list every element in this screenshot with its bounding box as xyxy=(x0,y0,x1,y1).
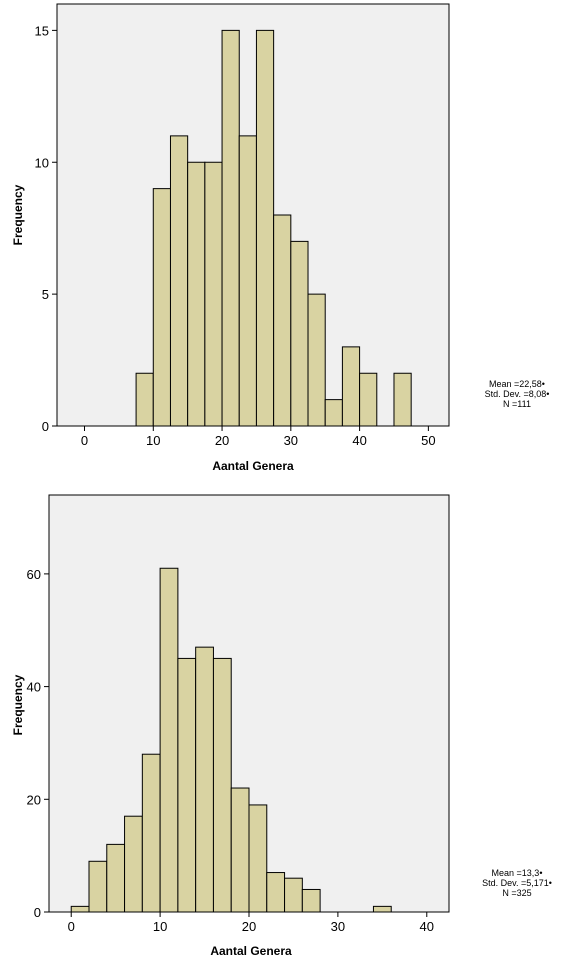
x-tick-label: 20 xyxy=(215,433,229,448)
y-ticks-1: 0 5 10 15 xyxy=(35,23,57,434)
histogram-bar xyxy=(290,240,309,427)
histogram-bar xyxy=(159,567,179,913)
x-ticks-1: 0 10 20 30 40 50 xyxy=(81,426,436,448)
histogram-2: 0 10 20 30 40 0 20 40 60 Aantal Genera Frequenc… xyxy=(11,494,552,958)
y-tick-label: 0 xyxy=(42,419,49,434)
histogram-bar xyxy=(135,372,154,427)
histogram-bar xyxy=(212,657,232,913)
y-tick-label: 10 xyxy=(35,155,49,170)
histogram-1: 0 10 20 30 40 50 0 5 10 15 Aantal Genera Frequen… xyxy=(11,3,550,473)
x-ticks-2: 0 10 20 30 40 xyxy=(68,912,434,934)
histogram-bar xyxy=(372,905,392,913)
stats-box-2: Mean =13,3• Std. Dev. =5,171• N =325 xyxy=(482,868,552,898)
stats-n-2: N =325 xyxy=(502,888,531,898)
stats-mean-2: Mean =13,3• xyxy=(492,868,543,878)
histogram-bar xyxy=(284,877,303,913)
y-tick-label: 15 xyxy=(35,23,49,38)
y-tick-label: 20 xyxy=(27,792,41,807)
y-tick-label: 0 xyxy=(34,905,41,920)
histogram-bar xyxy=(324,399,343,427)
histogram-bar xyxy=(141,753,161,913)
y-tick-label: 60 xyxy=(27,567,41,582)
histogram-bar xyxy=(88,860,108,913)
histogram-bar xyxy=(248,804,268,913)
histogram-bar xyxy=(238,135,257,427)
x-tick-label: 10 xyxy=(153,919,167,934)
histogram-bar xyxy=(152,188,171,427)
bars-1 xyxy=(135,29,412,427)
histogram-bar xyxy=(187,161,206,427)
x-tick-label: 30 xyxy=(284,433,298,448)
histogram-bar xyxy=(273,214,292,427)
y-axis-title-2: Frequency xyxy=(11,674,25,735)
y-tick-label: 40 xyxy=(27,680,41,695)
histogram-bar xyxy=(195,646,214,913)
x-axis-title-2: Aantal Genera xyxy=(210,944,292,958)
histogram-bar xyxy=(301,888,321,913)
x-tick-label: 0 xyxy=(68,919,75,934)
y-ticks-2: 0 20 40 60 xyxy=(27,567,49,920)
stats-n-1: N =111 xyxy=(503,399,531,409)
x-tick-label: 10 xyxy=(146,433,160,448)
histogram-bar xyxy=(221,29,240,427)
bars-2 xyxy=(70,567,392,913)
histogram-bar xyxy=(177,657,197,913)
x-tick-label: 20 xyxy=(242,919,256,934)
histogram-bar xyxy=(393,372,412,427)
histogram-bar xyxy=(307,293,326,427)
histogram-bar xyxy=(70,905,90,913)
histogram-bar xyxy=(204,161,223,427)
x-tick-label: 0 xyxy=(81,433,88,448)
x-tick-label: 50 xyxy=(421,433,435,448)
x-axis-title-1: Aantal Genera xyxy=(212,459,294,473)
y-tick-label: 5 xyxy=(42,287,49,302)
histogram-bar xyxy=(341,346,361,427)
x-tick-label: 40 xyxy=(352,433,366,448)
stats-mean-1: Mean =22,58• xyxy=(489,379,545,389)
histogram-bar xyxy=(169,135,189,427)
histogram-bar xyxy=(359,372,378,427)
histogram-bar xyxy=(230,787,250,913)
stats-std-2: Std. Dev. =5,171• xyxy=(482,878,552,888)
x-tick-label: 40 xyxy=(420,919,434,934)
histogram-bar xyxy=(255,29,275,427)
histogram-bar xyxy=(124,815,143,913)
y-axis-title-1: Frequency xyxy=(11,184,25,245)
stats-std-1: Std. Dev. =8,08• xyxy=(485,389,550,399)
x-tick-label: 30 xyxy=(331,919,345,934)
histogram-bar xyxy=(106,843,126,913)
histogram-bar xyxy=(266,872,286,913)
stats-box-1: Mean =22,58• Std. Dev. =8,08• N =111 xyxy=(485,379,550,409)
